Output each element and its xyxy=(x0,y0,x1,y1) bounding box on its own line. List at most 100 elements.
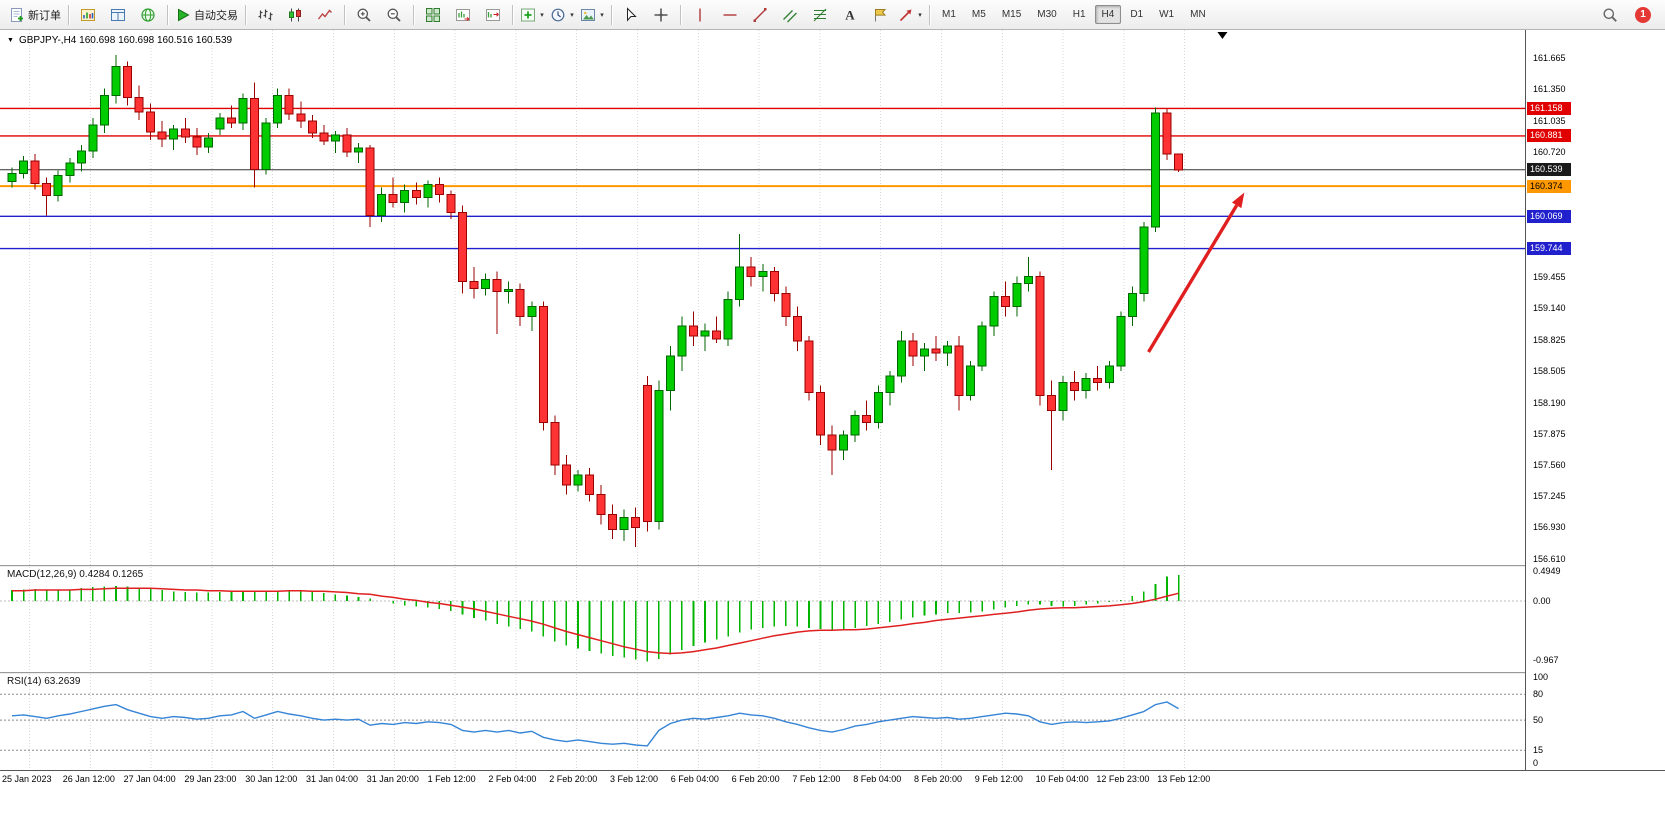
price-tick-label: 161.035 xyxy=(1533,115,1566,126)
price-badge[interactable]: 160.069 xyxy=(1527,209,1571,223)
timeframe-w1-button[interactable]: W1 xyxy=(1159,9,1175,20)
price-tick-label: 160.720 xyxy=(1533,146,1566,157)
price-tick-label: 161.665 xyxy=(1533,53,1566,64)
fibonacci-button[interactable] xyxy=(805,3,835,27)
clock-icon xyxy=(550,7,566,23)
price-tick-label: 157.560 xyxy=(1533,459,1566,470)
toolbar-separator xyxy=(245,4,246,25)
chart-title: ▼ GBPJPY-,H4 160.698 160.698 160.516 160… xyxy=(7,35,232,46)
price-tick-label: 157.245 xyxy=(1533,491,1566,502)
globe-icon xyxy=(140,7,156,23)
time-label: 13 Feb 12:00 xyxy=(1157,774,1211,784)
macd-axis-label: 0.00 xyxy=(1533,596,1551,607)
macd-canvas[interactable] xyxy=(0,567,1525,672)
price-tick-label: 158.190 xyxy=(1533,397,1566,408)
toolbar-separator xyxy=(680,4,681,25)
price-axis[interactable]: 161.665 161.350 161.035 160.720 159.455 159.1… xyxy=(1525,30,1665,770)
dropdown-caret-icon: ▾ xyxy=(918,11,922,19)
timeframe-m15-button[interactable]: M15 xyxy=(1001,9,1022,20)
label-icon xyxy=(872,7,888,23)
search-button[interactable] xyxy=(1595,3,1625,27)
rsi-axis-label: 0 xyxy=(1533,758,1539,769)
new-order-button[interactable]: 新订单 xyxy=(6,3,64,27)
time-label: 30 Jan 12:00 xyxy=(245,774,298,784)
crosshair-button[interactable] xyxy=(646,3,676,27)
trend-arrow-annotation[interactable] xyxy=(1147,192,1245,353)
indicators-icon xyxy=(520,7,536,23)
line-chart-button[interactable] xyxy=(310,3,340,27)
trendline-button[interactable] xyxy=(745,3,775,27)
price-badge[interactable]: 160.881 xyxy=(1527,129,1571,143)
zoom-out-button[interactable] xyxy=(379,3,409,27)
timeframe-d1-button[interactable]: D1 xyxy=(1130,9,1144,20)
time-axis[interactable]: 25 Jan 2023 26 Jan 12:00 27 Jan 04:00 29 Ja… xyxy=(0,770,1665,787)
toolbar-left: 新订单 自动交易 ▾ ▾ ▾ ▾ M1 M5 M15 M30 H1 H4 D1 W1 MN xyxy=(6,0,1214,29)
rsi-axis-label: 15 xyxy=(1533,745,1544,756)
toolbar-right: 1 xyxy=(1595,3,1659,27)
timeframe-h1-button[interactable]: H1 xyxy=(1072,9,1086,20)
one-click-trading-toggle[interactable]: ▼ xyxy=(7,36,14,44)
auto-scroll-button[interactable] xyxy=(448,3,478,27)
chart-shift-button[interactable] xyxy=(478,3,508,27)
horizontal-line-button[interactable] xyxy=(715,3,745,27)
time-label: 3 Feb 12:00 xyxy=(610,774,659,784)
time-label: 8 Feb 04:00 xyxy=(853,774,902,784)
dropdown-caret-icon: ▾ xyxy=(540,11,544,19)
time-label: 6 Feb 20:00 xyxy=(731,774,780,784)
time-label: 12 Feb 23:00 xyxy=(1096,774,1150,784)
zoom-in-button[interactable] xyxy=(349,3,379,27)
hline-icon xyxy=(722,7,738,23)
time-label: 1 Feb 12:00 xyxy=(427,774,476,784)
toolbar-separator xyxy=(68,4,69,25)
macd-histogram xyxy=(11,574,1180,662)
timeframe-m5-button[interactable]: M5 xyxy=(971,9,986,20)
trendline-icon xyxy=(752,7,768,23)
periods-button[interactable]: ▾ xyxy=(547,3,577,27)
bar-chart-button[interactable] xyxy=(250,3,280,27)
text-icon xyxy=(842,7,858,23)
new-order-button-label: 新订单 xyxy=(28,9,61,22)
autoscroll-icon xyxy=(455,7,471,23)
price-badge[interactable]: 160.539 xyxy=(1527,163,1571,177)
panel-splitter[interactable] xyxy=(0,565,1665,567)
candlestick-chart-button[interactable] xyxy=(280,3,310,27)
timeframe-m1-button[interactable]: M1 xyxy=(942,9,956,20)
data-window-button[interactable] xyxy=(103,3,133,27)
notification-badge[interactable]: 1 xyxy=(1635,6,1651,23)
time-label: 25 Jan 2023 xyxy=(2,774,52,784)
channel-button[interactable] xyxy=(775,3,805,27)
price-badge[interactable]: 159.744 xyxy=(1527,242,1571,256)
indicators-button[interactable]: ▾ xyxy=(517,3,547,27)
panel-splitter[interactable] xyxy=(0,672,1665,674)
cursor-button[interactable] xyxy=(616,3,646,27)
data-window-icon xyxy=(110,7,126,23)
shapes-button[interactable]: ▾ xyxy=(895,3,925,27)
time-label: 31 Jan 04:00 xyxy=(306,774,359,784)
price-badge[interactable]: 160.374 xyxy=(1527,179,1571,193)
market-watch-button[interactable] xyxy=(133,3,163,27)
text-button[interactable] xyxy=(835,3,865,27)
time-label: 26 Jan 12:00 xyxy=(62,774,115,784)
timeframe-mn-button[interactable]: MN xyxy=(1190,9,1206,20)
chartshift-icon xyxy=(485,7,501,23)
timeframe-m30-button[interactable]: M30 xyxy=(1037,9,1057,20)
grid-lines xyxy=(29,674,1186,770)
time-label: 27 Jan 04:00 xyxy=(123,774,176,784)
main-chart-canvas[interactable] xyxy=(0,30,1525,565)
label-button[interactable] xyxy=(865,3,895,27)
rsi-canvas[interactable] xyxy=(0,674,1525,770)
picture-icon xyxy=(580,7,596,23)
timeframe-h4-button[interactable]: H4 xyxy=(1094,5,1122,24)
chart-yellow-icon xyxy=(80,7,96,23)
time-label: 29 Jan 23:00 xyxy=(184,774,237,784)
vertical-line-button[interactable] xyxy=(685,3,715,27)
zoomout-icon xyxy=(386,7,402,23)
symbol-ohlc-title: GBPJPY-,H4 160.698 160.698 160.516 160.5… xyxy=(18,35,233,46)
play-icon xyxy=(175,7,191,23)
autotrading-button[interactable]: 自动交易 xyxy=(172,3,241,27)
price-badge[interactable]: 161.158 xyxy=(1527,101,1571,115)
new-chart-button[interactable] xyxy=(73,3,103,27)
tile-windows-button[interactable] xyxy=(418,3,448,27)
templates-button[interactable]: ▾ xyxy=(577,3,607,27)
